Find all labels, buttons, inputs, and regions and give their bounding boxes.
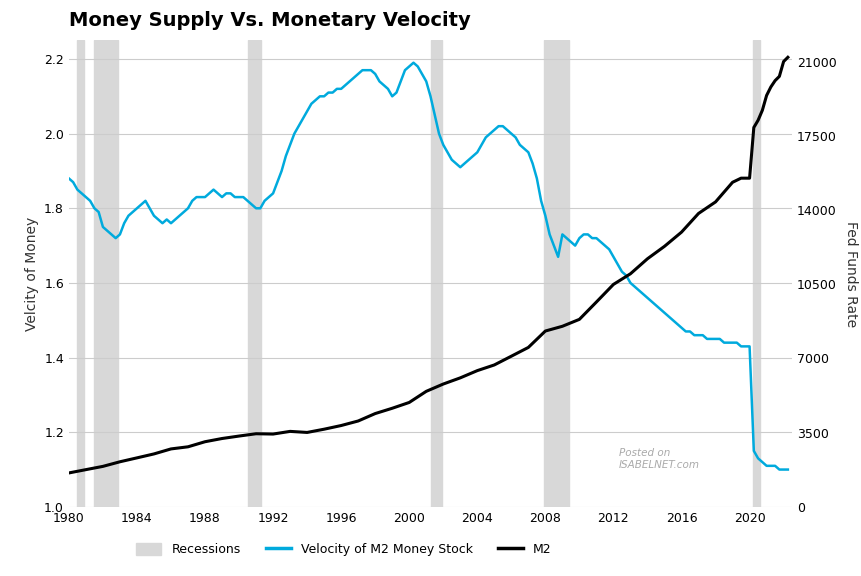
Bar xyxy=(77,40,84,507)
Bar xyxy=(95,40,118,507)
Bar xyxy=(753,40,759,507)
Text: Posted on
ISABELNET.com: Posted on ISABELNET.com xyxy=(618,448,699,469)
Bar xyxy=(248,40,261,507)
Y-axis label: Fed Funds Rate: Fed Funds Rate xyxy=(844,221,858,327)
Bar xyxy=(543,40,569,507)
Y-axis label: Velcity of Money: Velcity of Money xyxy=(25,217,39,331)
Legend: Recessions, Velocity of M2 Money Stock, M2: Recessions, Velocity of M2 Money Stock, … xyxy=(131,537,556,561)
Text: Money Supply Vs. Monetary Velocity: Money Supply Vs. Monetary Velocity xyxy=(69,12,471,31)
Bar xyxy=(431,40,442,507)
